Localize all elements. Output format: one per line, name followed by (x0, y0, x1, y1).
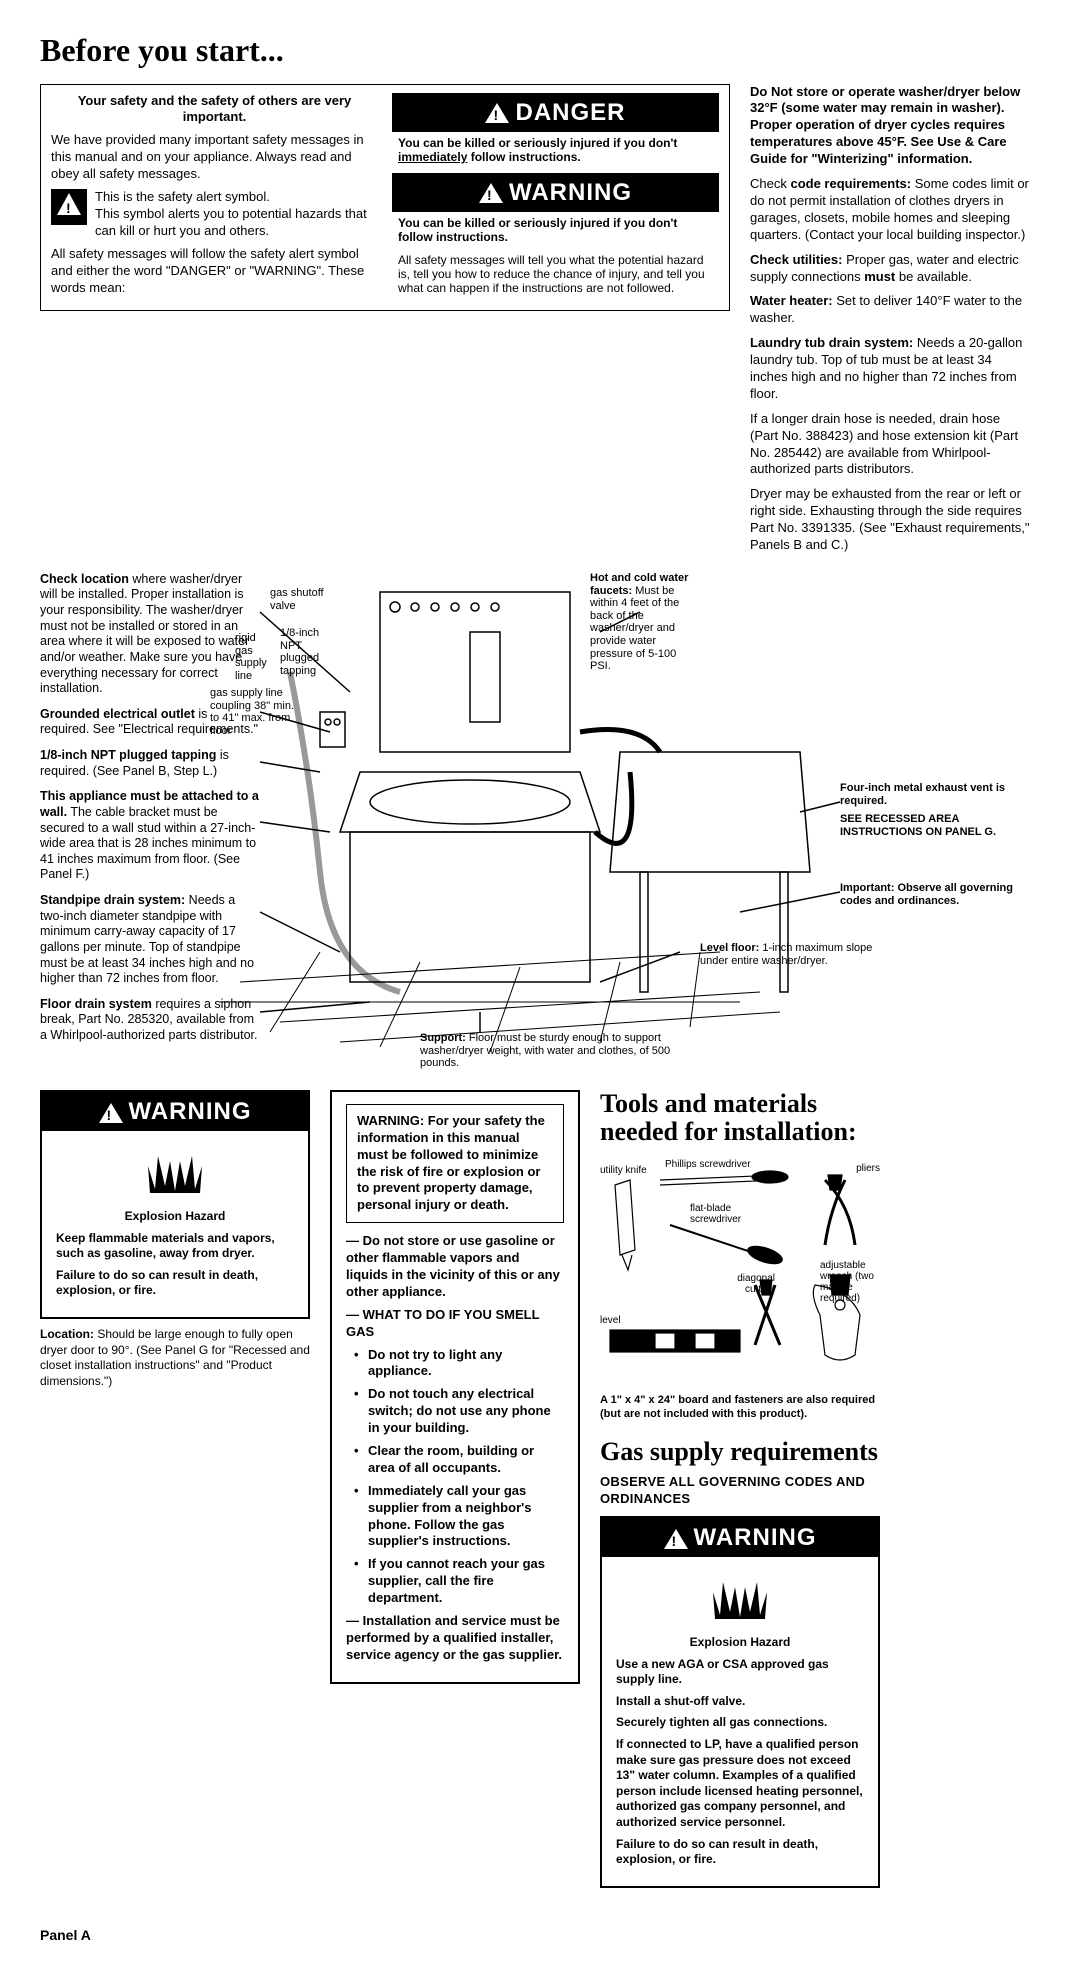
gas-warning-box: WARNING: For your safety the information… (330, 1090, 580, 1684)
explosion-icon (140, 1141, 210, 1196)
safety-intro-box: Your safety and the safety of others are… (40, 84, 730, 312)
warning-banner-top: WARNING (392, 173, 719, 212)
warning-sub: You can be killed or seriously injured i… (392, 212, 719, 253)
tools-note: A 1" x 4" x 24" board and fasteners are … (600, 1393, 880, 1422)
safety-heading: Your safety and the safety of others are… (51, 93, 378, 127)
alert-icon (51, 189, 87, 225)
alert-l1: This is the safety alert symbol. (95, 189, 378, 206)
safety-p1: We have provided many important safety m… (51, 132, 378, 183)
safety-p2: All safety messages will follow the safe… (51, 246, 378, 297)
danger-banner: DANGER (392, 93, 719, 132)
tools-illustration: utility knife Phillips screwdriver plier… (600, 1155, 880, 1385)
installation-diagram: Check location where washer/dryer will b… (40, 572, 1040, 1072)
panel-label: Panel A (40, 1926, 1040, 1944)
warning-sub2: All safety messages will tell you what t… (392, 253, 719, 296)
page-title: Before you start... (40, 30, 1040, 72)
warning-box-left: WARNING Explosion Hazard Keep flammable … (40, 1090, 310, 1319)
warning-box-gas: WARNING Explosion Hazard Use a new AGA o… (600, 1516, 880, 1888)
explosion-icon (705, 1567, 775, 1622)
location-note: Location: Should be large enough to full… (40, 1327, 310, 1389)
alert-l2: This symbol alerts you to potential haza… (95, 206, 378, 240)
gas-sub: OBSERVE ALL GOVERNING CODES AND ORDINANC… (600, 1474, 880, 1508)
gas-title: Gas supply requirements (600, 1438, 880, 1467)
right-column-top: Do Not store or operate washer/dryer bel… (750, 84, 1030, 562)
tools-title: Tools and materials needed for installat… (600, 1090, 880, 1147)
danger-sub: You can be killed or seriously injured i… (392, 132, 719, 173)
